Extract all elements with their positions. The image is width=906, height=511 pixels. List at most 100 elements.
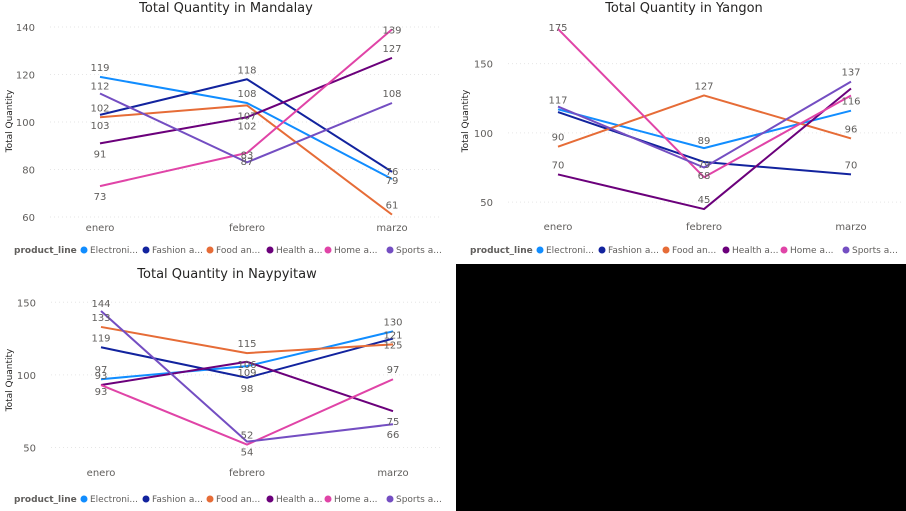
data-label: 79	[386, 176, 399, 187]
y-tick-label: 120	[16, 71, 35, 82]
legend-marker	[80, 495, 88, 503]
data-label: 70	[845, 160, 858, 171]
data-label: 115	[237, 339, 256, 350]
y-tick-label: 60	[22, 213, 35, 224]
legend-item[interactable]: Health a...	[732, 246, 779, 256]
legend-marker	[662, 246, 670, 254]
series-lines	[100, 310, 394, 446]
data-labels: 97 106 130 119 98 125 133 115 121 93 109 75 93 52 97 14…	[91, 299, 402, 459]
data-label: 127	[382, 44, 401, 55]
gridlines	[508, 63, 901, 203]
x-ticks: enero febrero marzo	[544, 222, 867, 233]
y-tick-label: 100	[16, 118, 35, 129]
legend-item[interactable]: Food an...	[672, 246, 716, 256]
series-line[interactable]	[100, 337, 394, 379]
data-label: 45	[698, 195, 711, 206]
data-label: 96	[845, 124, 858, 135]
data-label: 107	[237, 111, 256, 122]
x-tick-label: enero	[86, 223, 115, 234]
data-label: 106	[237, 360, 256, 371]
data-label: 175	[548, 23, 567, 34]
series-line[interactable]	[99, 92, 393, 164]
series-line[interactable]	[100, 325, 394, 355]
y-ticks: 50 100 150	[474, 60, 493, 210]
data-label: 139	[382, 25, 401, 36]
legend-item[interactable]: Electroni...	[90, 246, 138, 256]
series-line[interactable]	[557, 87, 852, 211]
series-line[interactable]	[99, 104, 393, 216]
data-label: 117	[548, 95, 567, 106]
series-line[interactable]	[100, 310, 394, 443]
data-label: 119	[90, 63, 109, 74]
series-line[interactable]	[99, 28, 393, 188]
data-label: 68	[698, 171, 711, 182]
data-label: 103	[90, 121, 109, 132]
legend-item[interactable]: Food an...	[216, 246, 260, 256]
legend-marker	[206, 495, 214, 503]
data-label: 130	[383, 317, 402, 328]
legend-item[interactable]: Fashion a...	[152, 246, 203, 256]
data-label: 102	[90, 103, 109, 114]
series-lines	[557, 28, 852, 211]
y-axis-title: Total Quantity	[5, 89, 15, 153]
legend: product_line Electroni... Fashion a... Food…	[470, 246, 898, 256]
series-line[interactable]	[557, 28, 852, 179]
data-label: 93	[95, 387, 108, 398]
legend-item[interactable]: Health a...	[276, 495, 323, 505]
data-label: 75	[387, 417, 400, 428]
series-line[interactable]	[99, 75, 393, 180]
series-line[interactable]	[100, 330, 394, 381]
legend-marker	[266, 495, 274, 503]
legend-marker	[80, 246, 88, 254]
series-line[interactable]	[99, 56, 393, 145]
legend-marker	[598, 246, 606, 254]
data-label: 108	[237, 89, 256, 100]
chart-title: Total Quantity in Naypyitaw	[136, 267, 317, 282]
data-label: 127	[694, 81, 713, 92]
legend-item[interactable]: Health a...	[276, 246, 323, 256]
series-line[interactable]	[100, 378, 394, 446]
legend-item[interactable]: Sports a...	[852, 246, 898, 256]
data-label: 109	[237, 368, 256, 379]
series-line[interactable]	[557, 80, 852, 169]
chart-title: Total Quantity in Mandalay	[138, 1, 313, 16]
legend-item[interactable]: Sports a...	[396, 246, 442, 256]
legend-marker	[142, 246, 150, 254]
legend-marker	[536, 246, 544, 254]
chart-panel-naypyitaw: Total Quantity in Naypyitaw Total Quanti…	[0, 262, 456, 511]
x-ticks: enero febrero marzo	[87, 468, 409, 479]
data-label: 118	[237, 65, 256, 76]
legend-title: product_line	[14, 495, 77, 505]
y-tick-label: 80	[22, 166, 35, 177]
legend-marker	[206, 246, 214, 254]
data-label: 52	[241, 431, 254, 442]
series-line[interactable]	[557, 94, 852, 148]
data-label: 112	[90, 82, 109, 93]
legend-item[interactable]: Electroni...	[90, 495, 138, 505]
x-tick-label: febrero	[229, 468, 265, 479]
legend-item[interactable]: Food an...	[216, 495, 260, 505]
data-label: 93	[95, 371, 108, 382]
gridlines	[50, 26, 442, 218]
legend-item[interactable]: Fashion a...	[152, 495, 203, 505]
data-label: 54	[241, 448, 254, 459]
series-line[interactable]	[99, 78, 393, 173]
y-ticks: 50 100 150	[17, 298, 36, 454]
series-lines	[99, 28, 393, 216]
legend-item[interactable]: Electroni...	[546, 246, 594, 256]
legend-item[interactable]: Home a...	[790, 246, 834, 256]
legend-marker	[324, 495, 332, 503]
x-ticks: enero febrero marzo	[86, 223, 408, 234]
x-tick-label: febrero	[229, 223, 265, 234]
y-tick-label: 50	[23, 443, 36, 454]
data-label: 125	[383, 341, 402, 352]
legend-item[interactable]: Sports a...	[396, 495, 442, 505]
gridlines	[51, 301, 443, 448]
legend-item[interactable]: Home a...	[334, 246, 378, 256]
legend-item[interactable]: Home a...	[334, 495, 378, 505]
legend: product_line Electroni... Fashion a... Food…	[14, 246, 442, 256]
legend-title: product_line	[470, 246, 533, 256]
chart-title: Total Quantity in Yangon	[604, 1, 763, 16]
legend-item[interactable]: Fashion a...	[608, 246, 659, 256]
series-line[interactable]	[100, 360, 394, 413]
